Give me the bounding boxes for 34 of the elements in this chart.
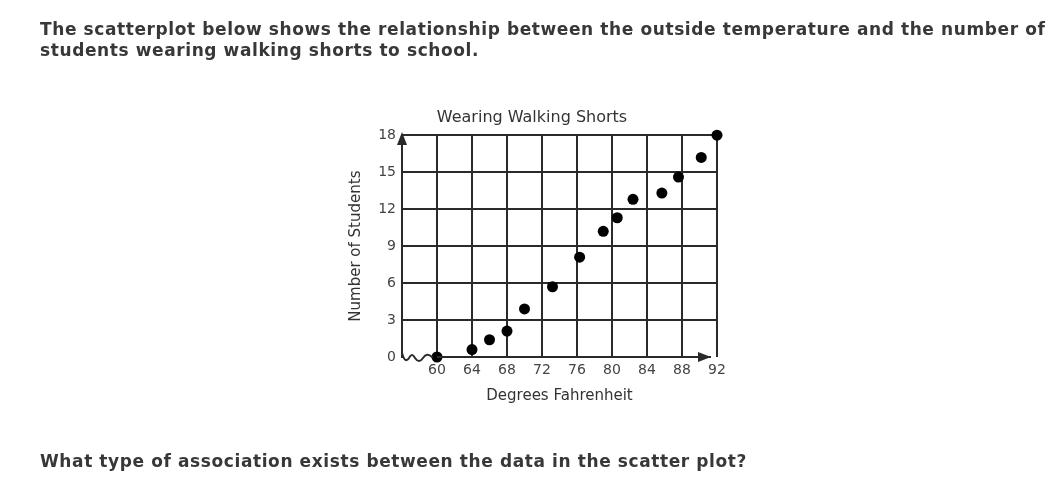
y-tick-label: 15 (378, 162, 396, 179)
point (695, 151, 707, 163)
x-tick-label: 72 (533, 361, 551, 378)
point (466, 344, 478, 356)
y-tick-label: 0 (387, 347, 396, 364)
point (574, 251, 586, 263)
point (547, 281, 558, 293)
chart-title: Wearing Walking Shorts (436, 106, 628, 126)
point (484, 334, 495, 346)
text: What type of association exists between the data in the scatter plot? (40, 451, 748, 472)
point (519, 303, 530, 315)
x-tick-label: 64 (463, 361, 481, 378)
x-tick-label: 68 (498, 361, 516, 378)
y-tick-label: 6 (387, 273, 397, 290)
y-tick-label: 3 (387, 310, 396, 327)
y-axis-title: Number of Students (345, 170, 364, 322)
x-tick-label: 84 (638, 361, 656, 378)
point (501, 325, 513, 337)
point (597, 225, 609, 237)
x-tick-label: 80 (603, 361, 621, 378)
point (627, 193, 639, 205)
y-tick-label: 18 (378, 125, 396, 142)
y-tick-label: 12 (378, 199, 396, 216)
point (656, 187, 668, 199)
point (711, 129, 723, 141)
x-tick-label: 88 (673, 361, 691, 378)
x-tick-label: 92 (708, 361, 726, 378)
y-tick-label: 9 (387, 236, 396, 253)
x-tick-label: 76 (568, 361, 586, 378)
point (611, 212, 623, 224)
x-axis-title: Degrees Fahrenheit (486, 385, 633, 404)
text: The scatterplot below shows the relationship between the outside temperature and the number of students wearing walking shorts to school. (40, 19, 1047, 61)
x-tick-label: 60 (428, 361, 446, 378)
point (673, 171, 684, 183)
